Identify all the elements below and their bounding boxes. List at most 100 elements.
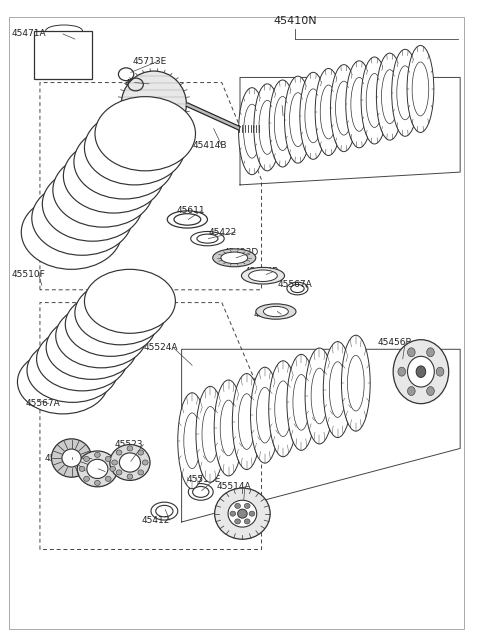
Text: 45510F: 45510F [11,270,45,279]
Ellipse shape [239,394,255,449]
Ellipse shape [330,65,357,152]
Ellipse shape [84,269,175,333]
Ellipse shape [346,61,372,148]
Text: 45442F: 45442F [253,310,287,319]
Ellipse shape [220,400,237,456]
Ellipse shape [197,234,218,243]
Ellipse shape [244,503,250,508]
Ellipse shape [382,70,398,124]
Ellipse shape [228,500,257,527]
Text: 45524B: 45524B [40,344,74,353]
Text: 45443T: 45443T [79,233,113,242]
Ellipse shape [196,387,225,482]
Ellipse shape [251,367,279,463]
Text: 45443T: 45443T [40,206,74,215]
Ellipse shape [65,292,156,356]
Ellipse shape [221,252,248,263]
Ellipse shape [238,509,247,518]
Ellipse shape [84,111,185,185]
Ellipse shape [427,348,434,357]
Ellipse shape [408,387,415,395]
Ellipse shape [259,101,276,154]
Ellipse shape [28,394,48,407]
Text: 45524A: 45524A [144,343,178,352]
Ellipse shape [361,57,388,144]
Ellipse shape [84,456,89,462]
Ellipse shape [311,368,328,424]
Ellipse shape [178,393,206,488]
Ellipse shape [202,406,219,462]
Text: 45410N: 45410N [273,16,317,26]
Ellipse shape [249,511,255,516]
Ellipse shape [291,285,304,292]
Ellipse shape [436,367,444,376]
Ellipse shape [256,304,296,319]
Ellipse shape [293,374,310,430]
Ellipse shape [87,460,108,478]
Ellipse shape [376,53,403,140]
Ellipse shape [244,104,260,158]
Text: 45421A: 45421A [254,100,289,109]
Ellipse shape [156,505,173,517]
Ellipse shape [287,354,316,451]
Ellipse shape [75,281,166,345]
Text: 45713E: 45713E [124,79,158,88]
Text: 45443T: 45443T [83,155,117,164]
Ellipse shape [120,453,141,472]
Ellipse shape [188,483,213,500]
Ellipse shape [63,139,164,213]
Text: 45511E: 45511E [186,474,221,483]
Ellipse shape [427,387,434,395]
Text: 45424B: 45424B [245,267,279,276]
Text: 45567A: 45567A [277,280,312,289]
Ellipse shape [215,488,270,539]
Ellipse shape [36,327,128,391]
Ellipse shape [285,76,312,163]
Ellipse shape [407,46,434,133]
Text: 45524B: 45524B [78,371,113,380]
Ellipse shape [95,97,195,171]
Ellipse shape [79,467,85,471]
Ellipse shape [241,267,285,284]
Text: 45523: 45523 [115,440,143,449]
Ellipse shape [254,84,281,171]
Ellipse shape [397,66,413,120]
Text: 45524B: 45524B [115,316,149,325]
Text: 45611: 45611 [177,206,205,215]
Ellipse shape [256,387,273,443]
Ellipse shape [305,89,322,143]
Text: 45567A: 45567A [25,399,60,408]
Ellipse shape [315,69,342,156]
Ellipse shape [143,460,148,465]
Ellipse shape [42,167,143,241]
Ellipse shape [287,282,308,295]
Ellipse shape [341,335,370,431]
Ellipse shape [105,476,111,481]
Ellipse shape [116,450,122,455]
Ellipse shape [214,380,243,476]
Ellipse shape [348,355,364,411]
Ellipse shape [239,88,265,174]
Ellipse shape [51,439,92,477]
Text: 45471A: 45471A [11,29,46,38]
Ellipse shape [46,315,137,379]
Ellipse shape [232,374,261,469]
Ellipse shape [300,72,326,160]
Text: 45443T: 45443T [66,224,99,233]
Bar [34,31,92,79]
Ellipse shape [95,453,100,458]
Text: 45412: 45412 [142,515,170,524]
Ellipse shape [174,213,201,225]
Ellipse shape [62,449,81,467]
Ellipse shape [289,93,306,147]
Text: 45443T: 45443T [52,215,86,224]
Text: 45524B: 45524B [52,353,87,362]
Ellipse shape [138,470,144,475]
Ellipse shape [398,367,406,376]
Ellipse shape [416,366,426,378]
Ellipse shape [393,340,449,404]
Text: 45524B: 45524B [91,298,125,307]
Ellipse shape [167,211,207,228]
Ellipse shape [249,270,277,281]
Ellipse shape [121,71,186,138]
